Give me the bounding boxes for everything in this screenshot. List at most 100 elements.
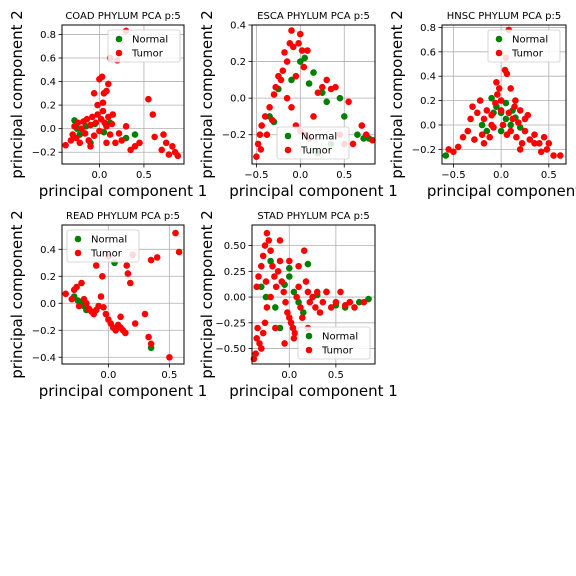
data-point-tumor bbox=[346, 298, 354, 306]
data-point-tumor bbox=[258, 262, 265, 270]
data-point-tumor bbox=[85, 137, 92, 144]
data-point-tumor bbox=[332, 298, 340, 306]
data-point-tumor bbox=[310, 113, 317, 120]
legend: Normal Tumor bbox=[297, 326, 371, 360]
data-point-tumor bbox=[103, 123, 110, 130]
y-tick-label: −0.4 bbox=[32, 353, 56, 364]
data-point-tumor bbox=[337, 288, 344, 296]
subplot-title: ESCA PHYLUM PCA p:5 bbox=[257, 11, 370, 22]
data-point-tumor bbox=[497, 107, 505, 114]
legend-marker-tumor bbox=[115, 49, 123, 57]
data-point-tumor bbox=[283, 94, 291, 102]
data-point-tumor bbox=[297, 304, 304, 311]
data-point-tumor bbox=[287, 319, 295, 327]
data-point-tumor bbox=[480, 115, 488, 123]
x-axis-label: principal component 1 bbox=[39, 182, 208, 200]
axes-frame bbox=[61, 24, 185, 165]
data-point-tumor bbox=[480, 140, 488, 147]
data-point-tumor bbox=[511, 103, 518, 110]
data-point-tumor bbox=[362, 131, 370, 138]
data-point-tumor bbox=[174, 152, 182, 160]
data-point-tumor bbox=[149, 111, 157, 118]
y-tick-label: 0.0 bbox=[230, 94, 246, 105]
data-point-tumor bbox=[266, 104, 273, 111]
data-point-tumor bbox=[464, 127, 472, 135]
data-point-normal bbox=[442, 152, 450, 159]
data-point-tumor bbox=[75, 302, 83, 310]
data-point-tumor bbox=[471, 136, 478, 143]
data-point-tumor bbox=[263, 131, 271, 138]
data-point-tumor bbox=[300, 247, 308, 254]
data-point-tumor bbox=[454, 143, 462, 151]
data-point-tumor bbox=[162, 139, 170, 147]
data-point-tumor bbox=[256, 340, 263, 347]
data-point-tumor bbox=[92, 119, 100, 127]
x-tick-label: 0.0 bbox=[281, 370, 297, 381]
data-point-tumor bbox=[313, 288, 321, 296]
data-point-tumor bbox=[169, 143, 176, 150]
legend-marker-normal bbox=[115, 35, 123, 43]
y-tick-label: −0.2 bbox=[32, 326, 56, 337]
data-point-normal bbox=[341, 113, 348, 120]
y-axis-label: principal component 2 bbox=[388, 10, 406, 179]
y-tick-label: 0.25 bbox=[224, 267, 246, 278]
data-point-tumor bbox=[486, 133, 494, 141]
data-point-tumor bbox=[259, 329, 267, 337]
data-point-tumor bbox=[62, 141, 69, 149]
data-point-tumor bbox=[302, 278, 310, 285]
data-point-tumor bbox=[267, 293, 274, 301]
data-point-tumor bbox=[309, 293, 316, 301]
data-point-tumor bbox=[97, 293, 105, 300]
data-point-tumor bbox=[73, 283, 80, 291]
legend: Normal Tumor bbox=[66, 229, 140, 263]
data-point-tumor bbox=[277, 76, 285, 84]
subplot-title: COAD PHYLUM PCA p:5 bbox=[65, 11, 180, 22]
data-point-tumor bbox=[497, 97, 505, 104]
data-point-normal bbox=[354, 131, 361, 138]
data-point-tumor bbox=[369, 136, 376, 144]
data-point-normal bbox=[355, 298, 363, 306]
data-point-tumor bbox=[165, 151, 173, 158]
data-point-tumor bbox=[289, 324, 297, 332]
data-point-tumor bbox=[265, 237, 273, 244]
legend-marker-normal bbox=[284, 132, 292, 140]
data-point-tumor bbox=[543, 146, 551, 153]
x-axis-label: principal component 1 bbox=[39, 382, 208, 400]
data-point-tumor bbox=[488, 111, 495, 119]
data-point-tumor bbox=[476, 97, 484, 104]
data-point-tumor bbox=[98, 73, 106, 81]
data-point-tumor bbox=[358, 122, 366, 129]
x-tick-label: 0.0 bbox=[493, 170, 509, 181]
y-tick-label: −0.25 bbox=[215, 318, 246, 329]
data-point-tumor bbox=[531, 131, 538, 138]
data-point-tumor bbox=[89, 113, 96, 121]
y-tick-label: 0.4 bbox=[230, 21, 246, 32]
data-point-tumor bbox=[323, 288, 330, 296]
x-axis-label: principal component bbox=[427, 182, 576, 200]
y-tick-label: −0.2 bbox=[32, 148, 56, 159]
y-axis-label: principal component 2 bbox=[8, 10, 26, 179]
data-point-tumor bbox=[290, 43, 297, 51]
data-point-tumor bbox=[281, 340, 288, 347]
data-point-normal bbox=[272, 304, 279, 311]
legend-marker-normal bbox=[495, 35, 503, 43]
data-point-tumor bbox=[513, 133, 520, 141]
data-point-tumor bbox=[515, 119, 522, 126]
legend-marker-tumor bbox=[284, 146, 292, 154]
data-point-tumor bbox=[272, 83, 280, 91]
data-point-tumor bbox=[499, 121, 507, 129]
data-point-tumor bbox=[96, 127, 103, 135]
data-point-tumor bbox=[270, 91, 278, 98]
legend-marker-tumor bbox=[305, 346, 313, 354]
y-tick-label: 0.00 bbox=[224, 293, 246, 304]
subplot-title: STAD PHYLUM PCA p:5 bbox=[257, 211, 369, 222]
y-tick-label: 0.8 bbox=[40, 30, 56, 41]
data-point-tumor bbox=[122, 123, 130, 130]
data-point-tumor bbox=[272, 283, 280, 291]
legend-label-normal: Normal bbox=[91, 235, 127, 246]
data-point-tumor bbox=[295, 40, 302, 47]
data-point-normal bbox=[483, 127, 491, 135]
data-point-tumor bbox=[94, 111, 101, 118]
data-point-tumor bbox=[112, 327, 119, 334]
